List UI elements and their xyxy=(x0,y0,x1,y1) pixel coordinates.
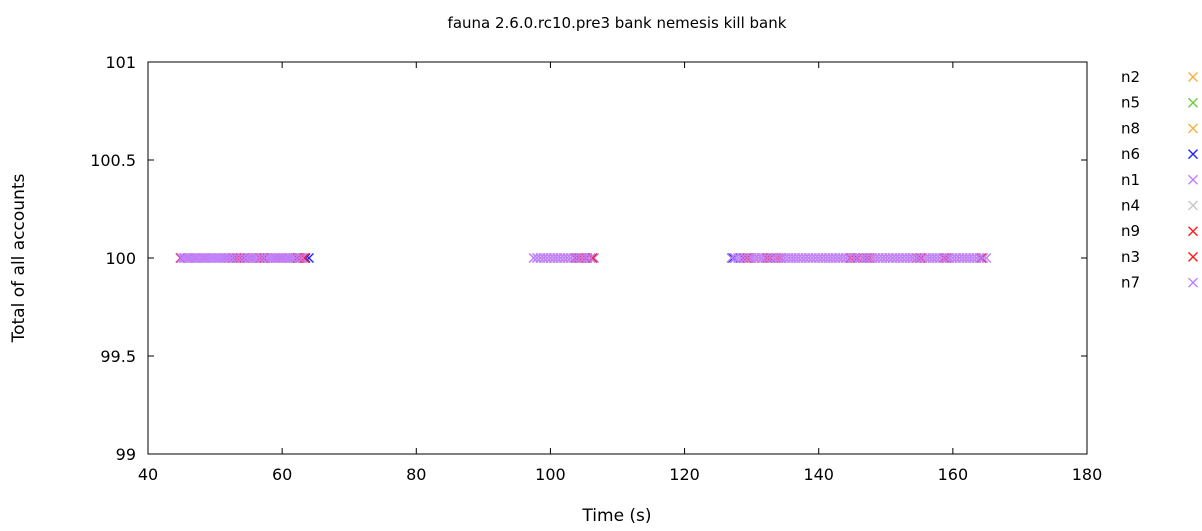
data-point xyxy=(1188,251,1198,262)
series-n7 xyxy=(176,253,989,263)
x-tick-label: 60 xyxy=(272,465,292,484)
legend-label: n8 xyxy=(1121,119,1140,137)
data-point xyxy=(582,253,593,263)
chart-title: fauna 2.6.0.rc10.pre3 bank nemesis kill … xyxy=(448,14,787,32)
legend-marker xyxy=(1188,251,1198,262)
y-tick-label: 99.5 xyxy=(100,347,136,366)
data-point xyxy=(1188,97,1198,108)
x-tick-label: 120 xyxy=(669,465,700,484)
legend-label: n2 xyxy=(1121,68,1140,86)
legend-marker xyxy=(1188,97,1198,108)
x-tick-label: 140 xyxy=(803,465,834,484)
y-tick-label: 100 xyxy=(105,249,136,268)
data-point xyxy=(974,253,985,263)
x-tick-label: 40 xyxy=(138,465,158,484)
legend-label: n1 xyxy=(1121,171,1140,189)
y-axis: 99 99.5 100 100.5 101 xyxy=(90,53,1087,464)
y-tick-label: 101 xyxy=(105,53,136,72)
series-n6 xyxy=(300,253,738,263)
legend-label: n7 xyxy=(1121,274,1140,292)
legend: n2 n5 n8 n6 n1 n4 n9 n3 n7 xyxy=(1121,68,1198,292)
legend-marker xyxy=(1188,277,1198,288)
data-point xyxy=(297,253,308,263)
legend-marker xyxy=(1188,123,1198,134)
data-point xyxy=(293,253,304,263)
y-tick-label: 99 xyxy=(116,445,136,464)
data-point xyxy=(1188,226,1198,237)
x-tick-label: 100 xyxy=(535,465,566,484)
legend-label: n9 xyxy=(1121,222,1140,240)
legend-marker xyxy=(1188,200,1198,211)
data-point xyxy=(978,253,989,263)
data-point xyxy=(1188,149,1198,160)
x-tick-label: 160 xyxy=(938,465,969,484)
legend-label: n3 xyxy=(1121,248,1140,266)
legend-marker xyxy=(1188,149,1198,160)
legend-marker xyxy=(1188,72,1198,82)
data-point xyxy=(1188,123,1198,134)
data-point xyxy=(1188,174,1198,185)
x-axis: 40 60 80 100 120 140 160 180 xyxy=(138,62,1102,484)
data-point xyxy=(1188,200,1198,211)
y-tick-label: 100.5 xyxy=(90,151,136,170)
data-point xyxy=(1188,277,1198,288)
y-axis-title: Total of all accounts xyxy=(9,173,29,343)
legend-label: n4 xyxy=(1121,197,1140,215)
legend-label: n5 xyxy=(1121,94,1140,112)
legend-marker xyxy=(1188,226,1198,237)
x-axis-title: Time (s) xyxy=(581,506,651,526)
legend-label: n6 xyxy=(1121,145,1140,163)
x-tick-label: 180 xyxy=(1072,465,1103,484)
legend-marker xyxy=(1188,174,1198,185)
x-tick-label: 80 xyxy=(406,465,426,484)
data-point xyxy=(1188,72,1198,82)
series-layer xyxy=(175,253,992,263)
data-point xyxy=(585,253,596,263)
